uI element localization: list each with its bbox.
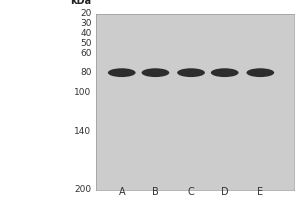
Ellipse shape <box>142 68 169 77</box>
Text: A: A <box>118 187 125 197</box>
Text: 140: 140 <box>74 127 92 136</box>
Ellipse shape <box>247 68 274 77</box>
Ellipse shape <box>177 68 205 77</box>
Text: C: C <box>188 187 194 197</box>
Text: 80: 80 <box>80 68 92 77</box>
Text: 40: 40 <box>80 29 92 38</box>
Text: 30: 30 <box>80 19 92 28</box>
Text: kDa: kDa <box>70 0 92 6</box>
Text: B: B <box>152 187 159 197</box>
Text: 200: 200 <box>74 186 92 194</box>
Text: D: D <box>221 187 229 197</box>
Text: 60: 60 <box>80 49 92 58</box>
Text: E: E <box>257 187 263 197</box>
Text: 50: 50 <box>80 39 92 48</box>
Text: 20: 20 <box>80 9 92 19</box>
Ellipse shape <box>211 68 238 77</box>
Text: 100: 100 <box>74 88 92 97</box>
Ellipse shape <box>108 68 136 77</box>
